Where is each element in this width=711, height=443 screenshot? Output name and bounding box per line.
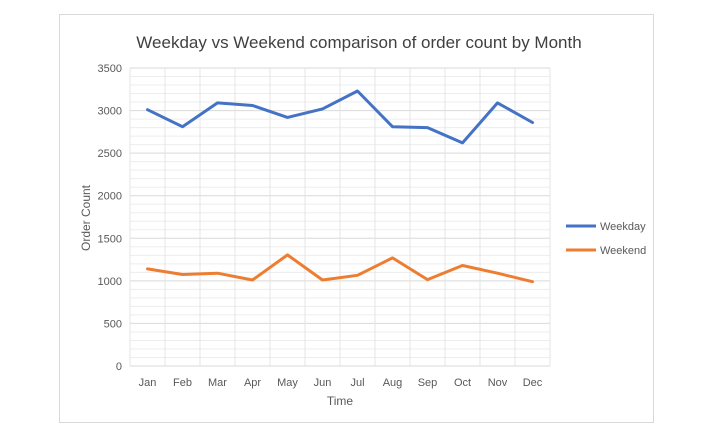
y-tick-label: 3000 xyxy=(98,106,122,118)
y-tick-label: 0 xyxy=(116,361,122,373)
x-tick-label: Apr xyxy=(244,377,261,389)
legend-label-weekday: Weekday xyxy=(600,221,646,233)
x-tick-label: Jun xyxy=(314,377,332,389)
y-tick-label: 1000 xyxy=(98,276,122,288)
series-line-weekend xyxy=(146,253,534,284)
x-tick-label: Mar xyxy=(208,377,227,389)
x-tick-label: Nov xyxy=(488,377,508,389)
x-axis-title: Time xyxy=(327,394,354,408)
y-tick-label: 500 xyxy=(104,318,122,330)
x-axis-tick-labels: Jan Feb Mar Apr May Jun Jul Aug Sep Oct Nov Dec xyxy=(139,377,543,389)
x-tick-label: Jan xyxy=(139,377,157,389)
legend-label-weekend: Weekend xyxy=(600,245,646,257)
y-axis-tick-labels: 0 500 1000 1500 2000 2500 3000 3500 xyxy=(98,63,122,373)
y-axis-title: Order Count xyxy=(79,184,93,251)
y-tick-label: 2500 xyxy=(98,148,122,160)
gridlines xyxy=(129,67,551,367)
x-tick-label: Dec xyxy=(523,377,543,389)
y-tick-label: 1500 xyxy=(98,233,122,245)
plot-area: 0 500 1000 1500 2000 2500 3000 3500 Jan Feb Mar Ap… xyxy=(98,63,551,389)
series-lines xyxy=(146,89,534,284)
x-tick-label: Feb xyxy=(173,377,192,389)
x-tick-label: Sep xyxy=(418,377,438,389)
x-tick-label: Oct xyxy=(454,377,471,389)
chart-title: Weekday vs Weekend comparison of order c… xyxy=(136,33,581,52)
series-line-weekday xyxy=(146,89,534,145)
x-tick-label: Aug xyxy=(383,377,403,389)
y-tick-label: 2000 xyxy=(98,191,122,203)
chart-area xyxy=(59,14,654,423)
y-tick-label: 3500 xyxy=(98,63,122,75)
legend: Weekday Weekend xyxy=(566,221,646,257)
x-tick-label: Jul xyxy=(350,377,364,389)
x-tick-label: May xyxy=(277,377,298,389)
